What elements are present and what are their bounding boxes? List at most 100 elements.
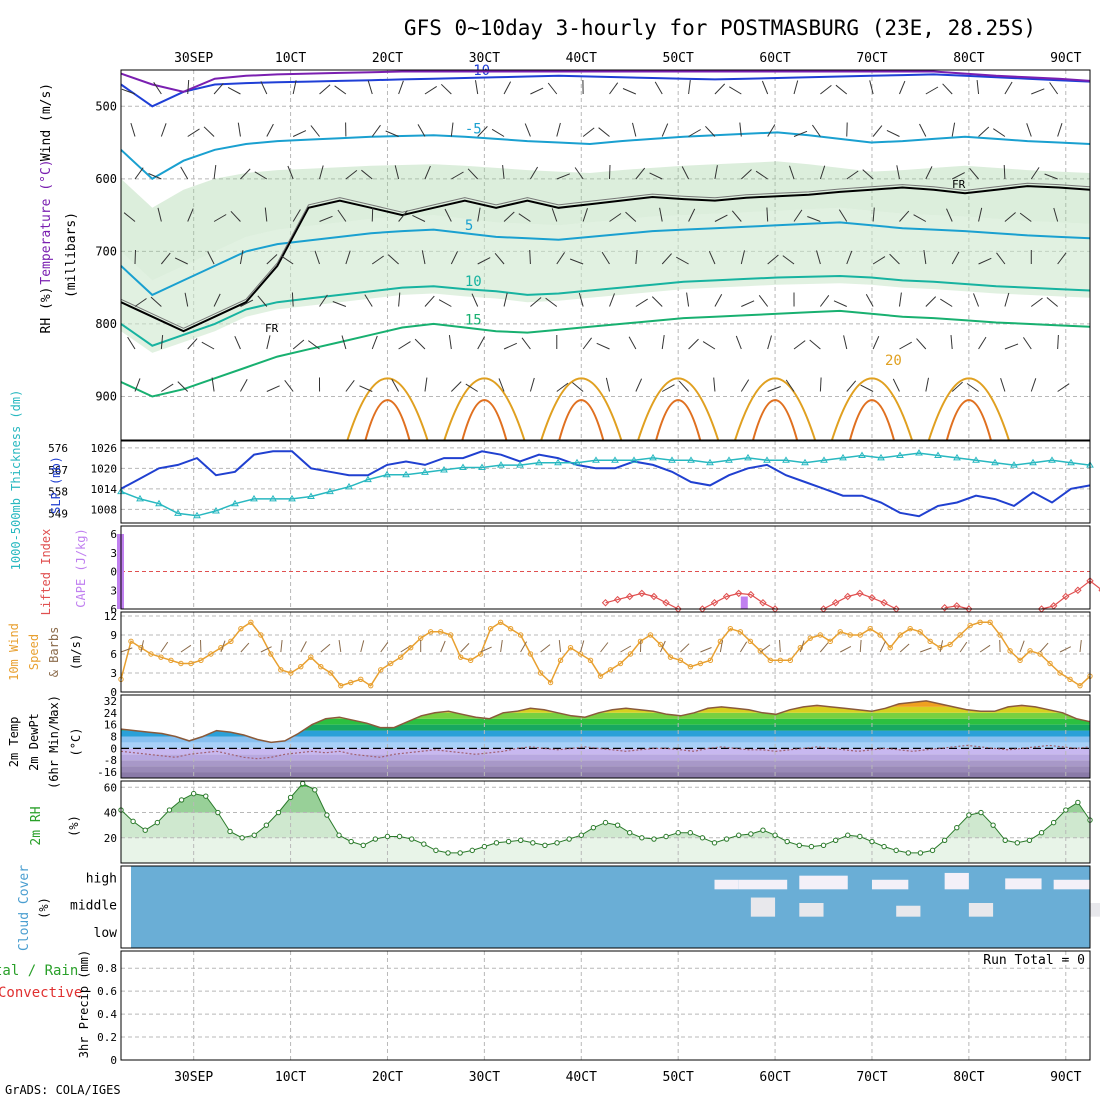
wind-barb (758, 294, 769, 307)
wind-barb (160, 252, 171, 265)
wind-barb (254, 171, 268, 180)
rh-marker (227, 828, 233, 835)
pressure-tick: 600 (95, 172, 117, 186)
wind-barb-10m (1039, 642, 1049, 653)
wind-barb (385, 130, 399, 137)
wind-barb (319, 165, 324, 180)
wind-speed-marker (248, 619, 254, 626)
thickness-marker (554, 458, 562, 466)
wind-barb (714, 294, 723, 307)
date-label-bottom: 50CT (663, 1070, 694, 1085)
wind-barb (187, 128, 200, 137)
isotherm-purple (120, 70, 1091, 93)
wind-barb (976, 80, 980, 95)
rh-marker (917, 850, 924, 856)
date-label-bottom: 30CT (469, 1070, 500, 1085)
wind-barb (809, 339, 821, 350)
cloud-gap (871, 879, 909, 890)
wind-barb (334, 85, 347, 95)
wind-speed-marker (567, 644, 574, 651)
date-label-top: 30CT (469, 51, 500, 66)
wind-barb-10m (180, 644, 192, 653)
rh-marker (808, 843, 815, 850)
wind-barb (308, 340, 320, 350)
wind-barb (556, 122, 561, 137)
isotherm-line (120, 309, 1091, 398)
thickness-marker (877, 453, 885, 461)
rh-marker (469, 847, 475, 854)
wind-speed-marker (288, 670, 294, 676)
temp-tick: 16 (104, 719, 117, 732)
rh-tick: 40 (104, 807, 117, 820)
wind-barb (345, 170, 358, 180)
date-label-bottom: 10CT (275, 1070, 306, 1085)
rh-marker (578, 832, 584, 838)
date-label-top: 10CT (275, 51, 306, 66)
wind-speed-marker (597, 673, 604, 679)
wind-barb (899, 80, 906, 95)
thickness-marker (459, 463, 467, 471)
lifted-index-marker (638, 589, 646, 598)
wind-barb (978, 126, 990, 137)
lifted-index-marker (747, 590, 755, 599)
lifted-index-marker (940, 604, 949, 612)
wind-barb (424, 295, 435, 307)
wind-barb (424, 377, 428, 392)
wind-barb (686, 292, 690, 307)
date-label-bottom: 80CT (953, 1070, 984, 1085)
wind-barb (766, 207, 769, 222)
dewpoint-line (120, 744, 1091, 760)
lifted-index-marker (1074, 586, 1082, 594)
wind-barb (412, 214, 426, 222)
wind-barb (341, 335, 347, 350)
cloud-gap (750, 897, 776, 917)
wind-speed-marker (617, 660, 624, 667)
wind-barb (569, 258, 584, 265)
temp-band (121, 712, 1090, 719)
wind-speed-marker (657, 641, 664, 648)
thickness-marker (1067, 458, 1075, 466)
wind-barb (969, 167, 979, 180)
wind-barb (925, 166, 933, 180)
wind-barb-10m (739, 641, 748, 653)
wind-speed-marker (388, 660, 394, 667)
wind-barb (518, 213, 531, 222)
rh-marker (1063, 807, 1069, 813)
wind-speed-marker (308, 654, 314, 660)
wind-barb (782, 255, 795, 265)
ylabel-6hr: (6hr Min/Max) (47, 695, 61, 789)
thickness-marker (573, 458, 581, 466)
cloud-gap (968, 903, 994, 917)
wind-barb (898, 292, 902, 307)
rh-marker (275, 809, 282, 816)
wind-barb (899, 210, 910, 222)
wind-barb (688, 208, 696, 222)
cloud-level-label: low (94, 926, 118, 941)
rh-marker (421, 841, 427, 847)
wind-speed-marker (218, 644, 224, 651)
wind-speed-marker (887, 644, 893, 651)
wind-barb (605, 377, 610, 392)
wind-barb (649, 172, 663, 180)
wind-barb (391, 379, 400, 392)
wind-barb-10m (120, 647, 133, 653)
isotherm-label: 5 (465, 218, 473, 234)
rh-marker (178, 797, 185, 803)
wind-speed-marker (168, 657, 174, 664)
cloud-gap (714, 879, 739, 890)
wind-barb (1030, 297, 1043, 307)
thickness-marker (896, 451, 904, 458)
rh-marker (1002, 837, 1008, 843)
wind-barb (213, 83, 224, 95)
wind-speed-marker (537, 670, 544, 676)
wind-barb (819, 377, 822, 392)
wind-barb (287, 165, 294, 180)
isotherm-warmer (945, 399, 992, 441)
wind-speed-marker (977, 619, 983, 626)
isotherm-warmer (655, 399, 702, 441)
wind-barb (609, 82, 619, 95)
date-label-top: 80CT (953, 51, 984, 66)
rh-shade-band (121, 207, 1090, 353)
wind-barb-10m (540, 644, 551, 653)
